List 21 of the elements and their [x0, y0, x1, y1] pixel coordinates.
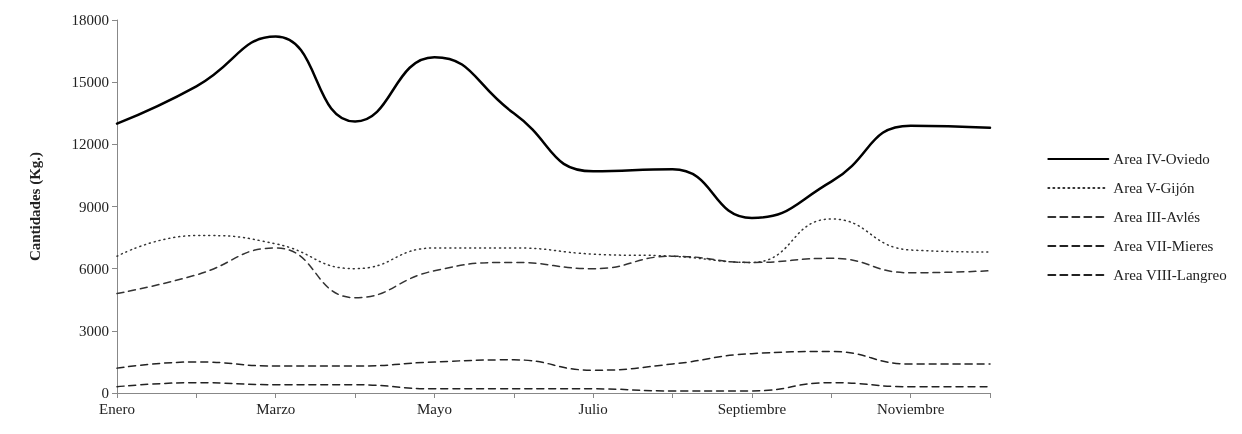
y-tick-label: 12000	[71, 136, 109, 153]
x-tick-label: Enero	[99, 400, 135, 417]
y-axis-title: Cantidades (Kg.)	[26, 151, 44, 262]
line-series	[115, 35, 992, 220]
legend-label: Area V-Gijón	[1113, 180, 1196, 196]
x-tick-label: Mayo	[416, 400, 452, 417]
y-tick-label: 9000	[79, 198, 109, 215]
legend-label: Area VIII-Langreo	[1113, 267, 1227, 283]
y-tick-label: 15000	[71, 74, 109, 91]
y-tick-label: 18000	[71, 12, 109, 28]
y-tick-label: 6000	[79, 260, 109, 277]
y-tick-label: 0	[101, 385, 109, 401]
y-tick-label: 3000	[79, 322, 109, 339]
legend-label: Area III-Avlés	[1113, 209, 1201, 225]
legend-label: Area IV-Oviedo	[1113, 151, 1210, 167]
line-series	[116, 350, 991, 371]
x-tick-label: Noviembre	[876, 400, 945, 417]
x-tick-label: Marzo	[256, 400, 296, 417]
x-tick-label: Septiembre	[717, 400, 787, 417]
x-tick-label: Julio	[578, 400, 608, 417]
legend-label: Area VII-Mieres	[1113, 238, 1214, 254]
